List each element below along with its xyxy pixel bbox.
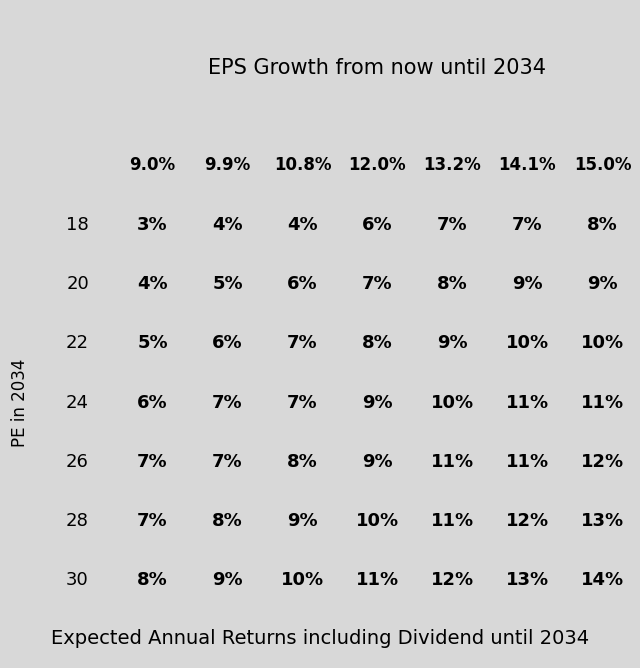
Text: 6%: 6% bbox=[137, 393, 168, 411]
Text: 22: 22 bbox=[66, 334, 89, 352]
Text: 9%: 9% bbox=[362, 393, 393, 411]
Text: 11%: 11% bbox=[431, 512, 474, 530]
Text: 12%: 12% bbox=[581, 453, 624, 471]
Text: 8%: 8% bbox=[287, 453, 318, 471]
Text: 9%: 9% bbox=[287, 512, 318, 530]
Text: 9%: 9% bbox=[437, 334, 468, 352]
Text: 18: 18 bbox=[66, 216, 89, 234]
Text: EPS Growth from now until 2034: EPS Growth from now until 2034 bbox=[209, 57, 547, 77]
Text: 11%: 11% bbox=[581, 393, 624, 411]
Text: 9%: 9% bbox=[362, 453, 393, 471]
Text: 9.9%: 9.9% bbox=[204, 156, 251, 174]
Text: 10%: 10% bbox=[281, 571, 324, 589]
Text: 20: 20 bbox=[66, 275, 89, 293]
Text: 7%: 7% bbox=[362, 275, 393, 293]
Text: 14%: 14% bbox=[581, 571, 624, 589]
Text: 5%: 5% bbox=[212, 275, 243, 293]
Text: 11%: 11% bbox=[356, 571, 399, 589]
Text: 30: 30 bbox=[66, 571, 89, 589]
Text: 11%: 11% bbox=[506, 453, 549, 471]
Text: 28: 28 bbox=[66, 512, 89, 530]
Text: 8%: 8% bbox=[212, 512, 243, 530]
Text: 7%: 7% bbox=[437, 216, 468, 234]
Text: 13%: 13% bbox=[581, 512, 624, 530]
Text: 8%: 8% bbox=[137, 571, 168, 589]
Text: 7%: 7% bbox=[287, 334, 318, 352]
Text: 4%: 4% bbox=[137, 275, 168, 293]
Text: 12%: 12% bbox=[431, 571, 474, 589]
Text: 24: 24 bbox=[66, 393, 89, 411]
Text: PE in 2034: PE in 2034 bbox=[11, 358, 29, 447]
Text: 4%: 4% bbox=[212, 216, 243, 234]
Text: 12%: 12% bbox=[506, 512, 549, 530]
Text: 9%: 9% bbox=[587, 275, 618, 293]
Text: 3%: 3% bbox=[137, 216, 168, 234]
Text: 15.0%: 15.0% bbox=[573, 156, 631, 174]
Text: 9.0%: 9.0% bbox=[129, 156, 175, 174]
Text: 7%: 7% bbox=[212, 393, 243, 411]
Text: 10%: 10% bbox=[581, 334, 624, 352]
Text: 8%: 8% bbox=[362, 334, 393, 352]
Text: 7%: 7% bbox=[137, 453, 168, 471]
Text: 6%: 6% bbox=[287, 275, 318, 293]
Text: 13.2%: 13.2% bbox=[424, 156, 481, 174]
Text: 10.8%: 10.8% bbox=[274, 156, 332, 174]
Text: 11%: 11% bbox=[506, 393, 549, 411]
Text: 13%: 13% bbox=[506, 571, 549, 589]
Text: 8%: 8% bbox=[437, 275, 468, 293]
Text: 9%: 9% bbox=[212, 571, 243, 589]
Text: 11%: 11% bbox=[431, 453, 474, 471]
Text: 7%: 7% bbox=[212, 453, 243, 471]
Text: 7%: 7% bbox=[287, 393, 318, 411]
Text: 10%: 10% bbox=[431, 393, 474, 411]
Text: 6%: 6% bbox=[362, 216, 393, 234]
Text: 26: 26 bbox=[66, 453, 89, 471]
Text: 5%: 5% bbox=[137, 334, 168, 352]
Text: 4%: 4% bbox=[287, 216, 318, 234]
Text: 10%: 10% bbox=[356, 512, 399, 530]
Text: 6%: 6% bbox=[212, 334, 243, 352]
Text: 7%: 7% bbox=[137, 512, 168, 530]
Text: 12.0%: 12.0% bbox=[349, 156, 406, 174]
Text: 10%: 10% bbox=[506, 334, 549, 352]
Text: 14.1%: 14.1% bbox=[499, 156, 556, 174]
Text: 9%: 9% bbox=[512, 275, 543, 293]
Text: 7%: 7% bbox=[512, 216, 543, 234]
Text: 8%: 8% bbox=[587, 216, 618, 234]
Text: Expected Annual Returns including Dividend until 2034: Expected Annual Returns including Divide… bbox=[51, 629, 589, 649]
